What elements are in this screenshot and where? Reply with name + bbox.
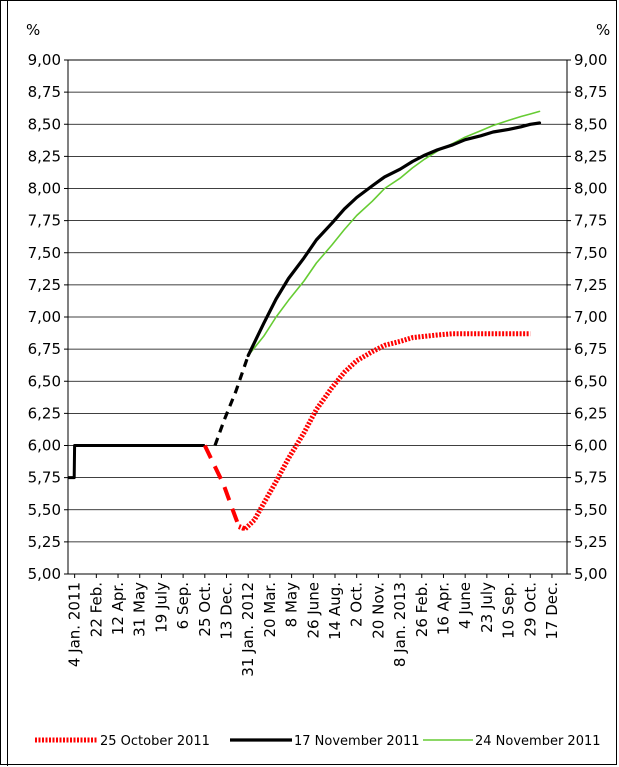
y-tick-label-right: 6,75: [574, 340, 607, 358]
x-tick-label: 26 Feb.: [413, 582, 431, 637]
y-tick-label-right: 7,75: [574, 212, 607, 230]
gridlines: [68, 91, 567, 543]
x-tick-label: 16 Apr.: [434, 582, 452, 635]
y-tick-label-right: 8,50: [574, 115, 607, 133]
y-tick-label-right: 6,00: [574, 437, 607, 455]
x-tick-label: 14 Aug.: [326, 582, 344, 640]
y-tick-label-left: 6,25: [28, 404, 61, 422]
y-tick-label-right: 7,25: [574, 276, 607, 294]
y-tick-label-left: 5,25: [28, 533, 61, 551]
series-line-0: [237, 331, 531, 532]
y-tick-label-left: 6,00: [28, 437, 61, 455]
y-tick-label-left: 7,25: [28, 276, 61, 294]
x-tick-label: 13 Dec.: [218, 582, 236, 640]
y-tick-label-right: 5,75: [574, 469, 607, 487]
axes: [64, 59, 571, 578]
x-tick-label: 17 Dec.: [543, 582, 561, 640]
y-tick-label-left: 8,50: [28, 115, 61, 133]
y-tick-label-left: 8,00: [28, 180, 61, 198]
y-tick-label-left: 5,75: [28, 469, 61, 487]
y-tick-label-left: 6,50: [28, 372, 61, 390]
legend: 25 October 2011 17 November 2011 24 Novemb…: [35, 734, 601, 749]
y-tick-label-right: 8,00: [574, 180, 607, 198]
y-tick-label-left: 5,00: [28, 565, 61, 583]
y-tick-label-right: 9,00: [574, 51, 607, 69]
legend-label: 25 October 2011: [100, 734, 210, 749]
x-tick-label: 29 Oct.: [521, 582, 539, 637]
x-tick-label: 19 July: [152, 582, 170, 633]
y-tick-label-right: 8,25: [574, 147, 607, 165]
y-tick-label-right: 6,25: [574, 404, 607, 422]
y-tick-label-right: 5,50: [574, 501, 607, 519]
y-tick-label-left: 7,00: [28, 308, 61, 326]
chart-frame-inner: [7, 1, 618, 766]
series-line-2: [247, 110, 541, 357]
x-tick-label: 31 May: [131, 582, 149, 637]
x-tick-label: 26 June: [304, 582, 322, 639]
x-tick-label: 25 Oct.: [196, 582, 214, 637]
y-tick-label-left: 9,00: [28, 51, 61, 69]
y-unit-label-right: %: [596, 21, 610, 39]
x-tick-label: 4 June: [456, 582, 474, 629]
x-tick-label: 20 Mar.: [261, 582, 279, 638]
y-tick-label-right: 7,50: [574, 244, 607, 262]
y-unit-label-left: %: [26, 21, 40, 39]
legend-label: 24 November 2011: [475, 734, 601, 749]
x-tick-label: 31 Jan. 2012: [239, 582, 257, 677]
series-line-1: [246, 121, 542, 358]
y-tick-label-left: 8,75: [28, 83, 61, 101]
x-tick-label: 22 Feb.: [87, 582, 105, 637]
series-line-early-1: [213, 354, 250, 447]
x-tick-label: 8 May: [283, 582, 301, 627]
y-tick-label-left: 6,75: [28, 340, 61, 358]
x-tick-label: 8 Jan. 2013: [391, 582, 409, 667]
x-tick-label: 4 Jan. 2011: [66, 582, 84, 667]
x-tick-label: 2 Oct.: [348, 582, 366, 627]
series-lines: [68, 110, 542, 532]
x-tick-label: 6 Sep.: [174, 582, 192, 629]
x-tick-label: 10 Sep.: [500, 582, 518, 639]
legend-label: 17 November 2011: [294, 734, 420, 749]
y-tick-label-right: 5,00: [574, 565, 607, 583]
y-tick-label-right: 5,25: [574, 533, 607, 551]
x-tick-label: 20 Nov.: [369, 582, 387, 639]
y-tick-label-right: 6,50: [574, 372, 607, 390]
y-tick-label-right: 8,75: [574, 83, 607, 101]
y-tick-label-left: 8,25: [28, 147, 61, 165]
series-line-early-0: [202, 444, 246, 531]
y-tick-label-right: 7,00: [574, 308, 607, 326]
y-tick-label-left: 7,75: [28, 212, 61, 230]
x-tick-label: 23 July: [478, 582, 496, 633]
axis-labels: 5,00 5,00 5,25 5,25 5,50 5,50 5,75 5,75 6,00 6,00…: [26, 21, 610, 677]
x-tick-label: 12 Apr.: [109, 582, 127, 635]
y-tick-label-left: 7,50: [28, 244, 61, 262]
y-tick-label-left: 5,50: [28, 501, 61, 519]
history-line: [68, 444, 205, 480]
